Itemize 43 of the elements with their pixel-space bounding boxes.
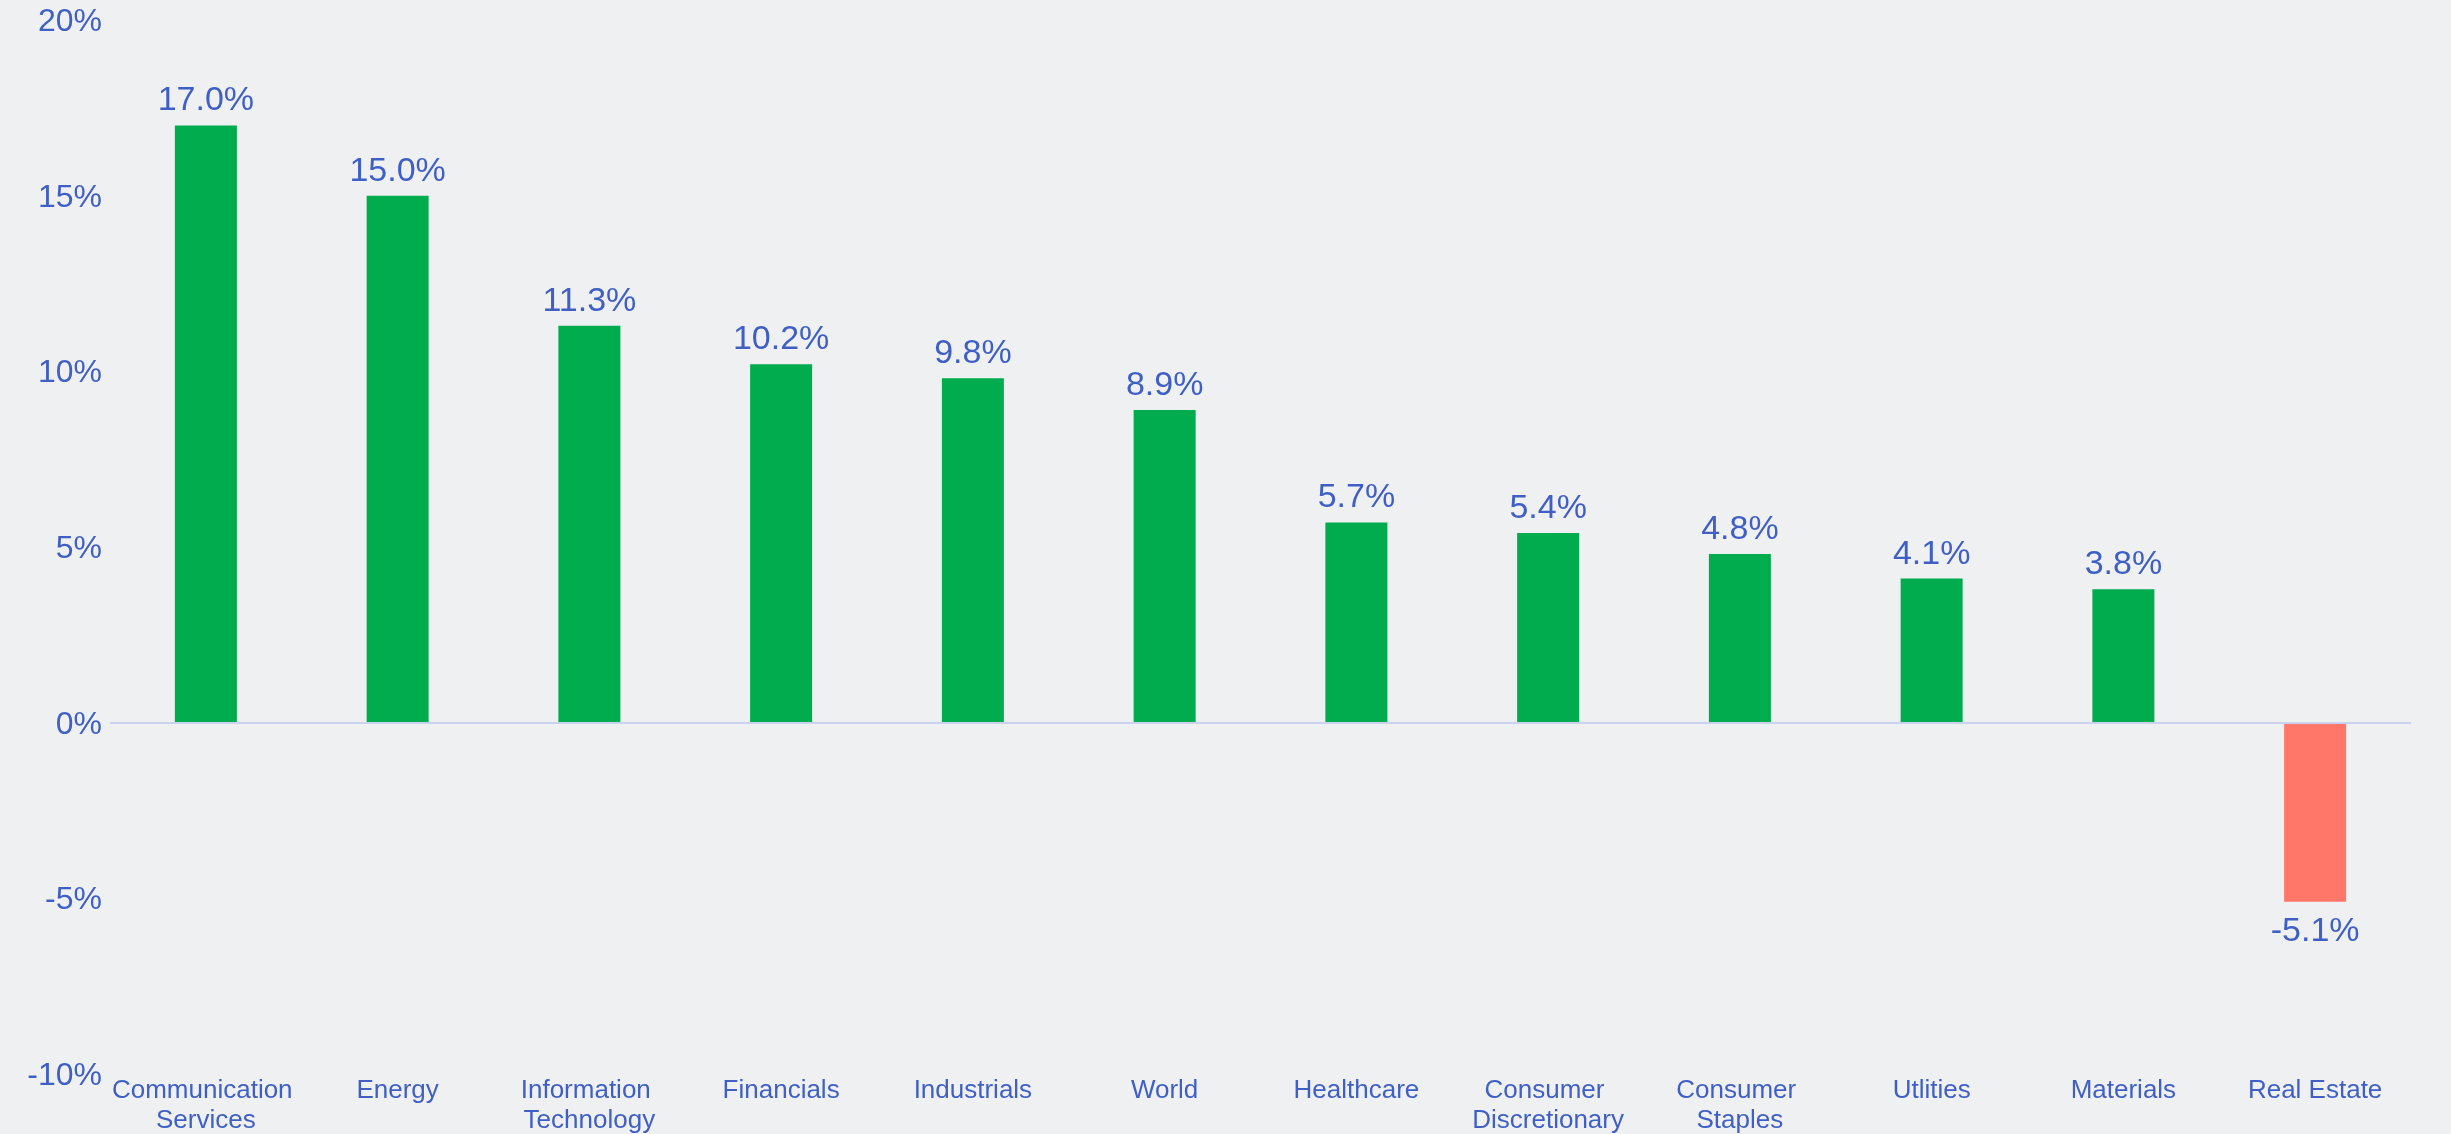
x-tick-label: Materials [2070,1074,2177,1104]
data-label: 5.7% [1317,476,1396,515]
y-tick-label: 10% [37,353,102,390]
bar [366,195,429,723]
bar [2284,722,2347,902]
y-tick-label: 5% [55,529,102,565]
y-tick-label: -5% [45,880,102,917]
data-label: 3.8% [2084,543,2163,582]
x-tick-label: World [1130,1074,1199,1104]
x-tick-label: Energy [356,1074,439,1104]
data-label: 5.4% [1509,486,1587,525]
x-tick-label: Industrials [913,1074,1033,1104]
bar [1133,409,1196,723]
bar [941,378,1004,723]
data-label: 9.8% [934,332,1012,371]
x-tick-label: Real Estate [2247,1074,2383,1104]
y-tick-label: 0% [55,704,102,741]
bar [2092,589,2155,723]
x-tick-label: Consumer Discretionary [1472,1074,1624,1134]
x-tick-label: Consumer Staples [1676,1074,1804,1134]
bar [750,364,813,723]
data-label: -5.1% [2270,909,2360,948]
bar [1900,578,1963,723]
x-tick-label: Financials [722,1074,840,1104]
data-label: 11.3% [542,279,637,318]
data-label: 4.1% [1892,532,1971,571]
x-tick-label: Information Technology [520,1074,659,1134]
y-tick-label: 20% [37,2,102,38]
data-label: 15.0% [349,149,446,188]
y-tick-label: 15% [37,177,102,214]
x-tick-label: Utlities [1892,1074,1971,1104]
x-tick-label: Healthcare [1293,1074,1420,1104]
data-label: 4.8% [1701,508,1779,547]
data-label: 8.9% [1125,363,1204,402]
data-label: 10.2% [732,318,830,357]
x-tick-label: Communication Services [111,1074,300,1134]
bar [558,325,621,723]
bar [1325,522,1388,723]
y-tick-label: -10% [27,1056,102,1092]
bar [174,125,237,723]
bar [1517,532,1580,723]
bar [1708,554,1771,723]
data-label: 17.0% [157,79,255,118]
